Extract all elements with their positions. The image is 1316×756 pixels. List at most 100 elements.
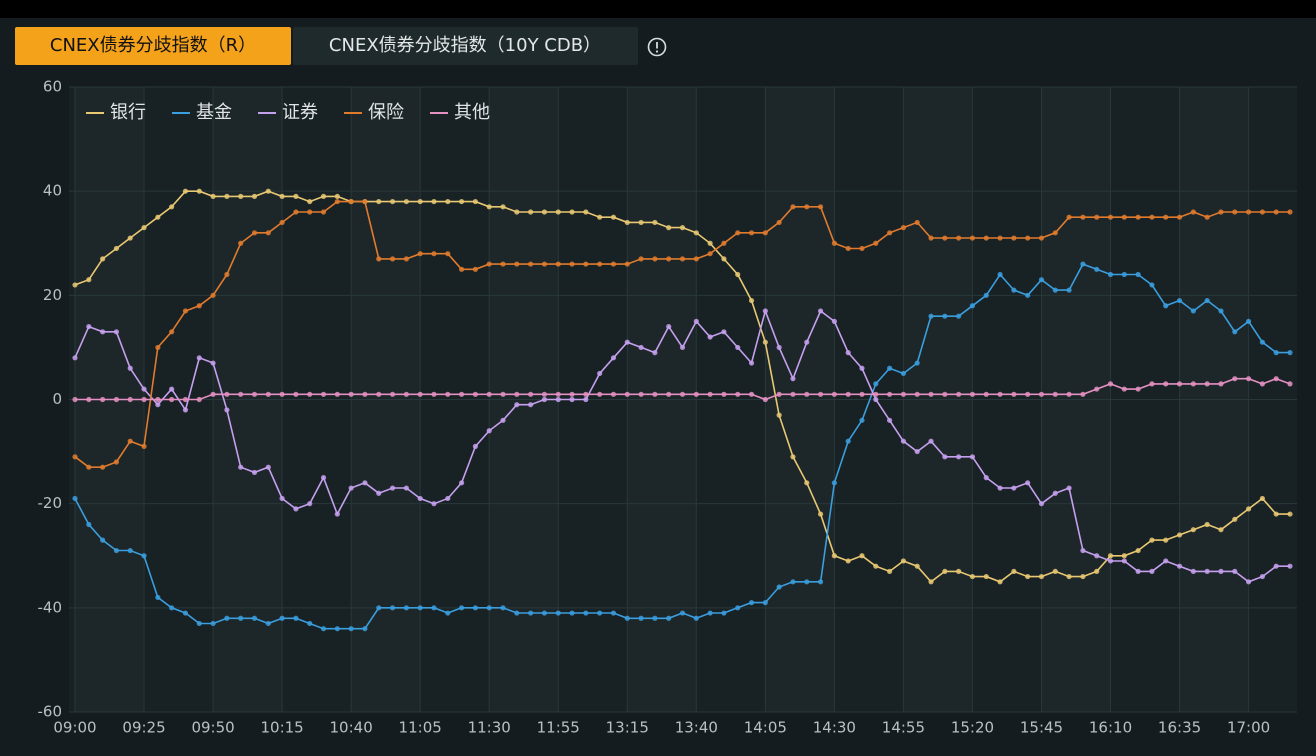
data-point: [597, 391, 603, 397]
y-tick-label: 60: [43, 78, 62, 96]
data-point: [155, 344, 161, 351]
data-point: [1218, 209, 1224, 215]
data-point: [1052, 287, 1058, 293]
data-point: [431, 605, 437, 611]
data-point: [597, 261, 603, 267]
data-point: [320, 475, 327, 481]
data-point: [196, 620, 202, 627]
data-point: [362, 480, 368, 486]
data-point: [445, 198, 451, 205]
tab[interactable]: [293, 27, 638, 65]
data-point: [1176, 381, 1183, 387]
data-point: [169, 605, 175, 611]
data-point: [1052, 568, 1058, 574]
data-point: [458, 605, 465, 611]
data-point: [376, 256, 382, 262]
info-circle[interactable]: [647, 37, 667, 57]
data-point: [1121, 558, 1127, 564]
data-point: [693, 318, 699, 324]
data-point: [1259, 495, 1265, 502]
data-point: [155, 402, 161, 408]
data-point: [776, 344, 782, 351]
data-point: [583, 209, 589, 215]
data-point: [817, 308, 824, 314]
data-point: [86, 464, 92, 470]
data-point: [983, 475, 989, 481]
data-point: [541, 209, 548, 215]
data-point: [1232, 329, 1238, 335]
data-point: [334, 193, 340, 199]
data-point: [624, 391, 630, 397]
data-point: [859, 391, 865, 397]
data-point: [224, 407, 230, 413]
data-point: [624, 219, 630, 226]
data-point: [307, 198, 313, 205]
data-point: [569, 396, 575, 403]
data-point: [1135, 271, 1141, 278]
data-point: [610, 214, 617, 220]
data-point: [1052, 230, 1058, 236]
data-point: [679, 391, 686, 397]
data-point: [376, 198, 382, 205]
data-point: [583, 610, 589, 616]
data-point: [1259, 339, 1265, 345]
data-point: [555, 261, 561, 267]
data-point: [804, 579, 810, 585]
data-point: [500, 261, 506, 267]
data-point: [956, 235, 962, 241]
data-point: [1176, 532, 1183, 538]
data-point: [1135, 214, 1141, 220]
data-point: [403, 256, 409, 262]
data-point: [679, 225, 686, 231]
x-tick-label: 15:20: [951, 719, 994, 737]
data-point: [238, 240, 244, 246]
data-point: [541, 391, 548, 397]
data-point: [113, 547, 120, 554]
data-point: [1066, 287, 1072, 293]
data-point: [1121, 271, 1127, 278]
tab-active[interactable]: [15, 27, 291, 65]
info-dot[interactable]: [655, 50, 659, 53]
data-point: [762, 339, 768, 345]
data-point: [887, 391, 893, 397]
data-point: [1135, 386, 1141, 392]
info-icon[interactable]: [647, 37, 667, 57]
data-point: [182, 188, 189, 194]
data-point: [845, 245, 851, 252]
data-point: [1094, 266, 1100, 272]
data-point: [1135, 547, 1141, 554]
data-point: [1025, 292, 1031, 298]
data-point: [1190, 308, 1196, 314]
data-point: [555, 610, 561, 616]
data-point: [887, 568, 893, 574]
x-tick-label: 16:35: [1158, 719, 1201, 737]
data-point: [638, 615, 644, 621]
data-point: [845, 350, 851, 356]
data-point: [997, 485, 1003, 491]
data-point: [155, 214, 161, 220]
data-point: [169, 396, 175, 403]
data-point: [776, 219, 782, 226]
data-point: [624, 615, 630, 621]
data-point: [210, 391, 216, 397]
data-point: [127, 396, 133, 403]
data-point: [210, 292, 216, 298]
data-point: [307, 209, 313, 215]
data-point: [652, 391, 658, 397]
tab-label[interactable]: CNEX债券分歧指数（R）: [50, 35, 256, 56]
data-point: [610, 391, 617, 397]
data-point: [914, 360, 920, 366]
data-point: [845, 391, 851, 397]
data-point: [831, 318, 837, 324]
tab-label[interactable]: CNEX债券分歧指数（10Y CDB）: [329, 35, 601, 56]
data-point: [1121, 214, 1127, 220]
data-point: [845, 558, 851, 564]
data-point: [1273, 209, 1279, 215]
data-point: [583, 261, 589, 267]
data-point: [182, 407, 189, 413]
data-point: [1107, 381, 1114, 387]
data-point: [141, 386, 147, 392]
data-point: [500, 204, 506, 210]
data-point: [707, 251, 713, 257]
